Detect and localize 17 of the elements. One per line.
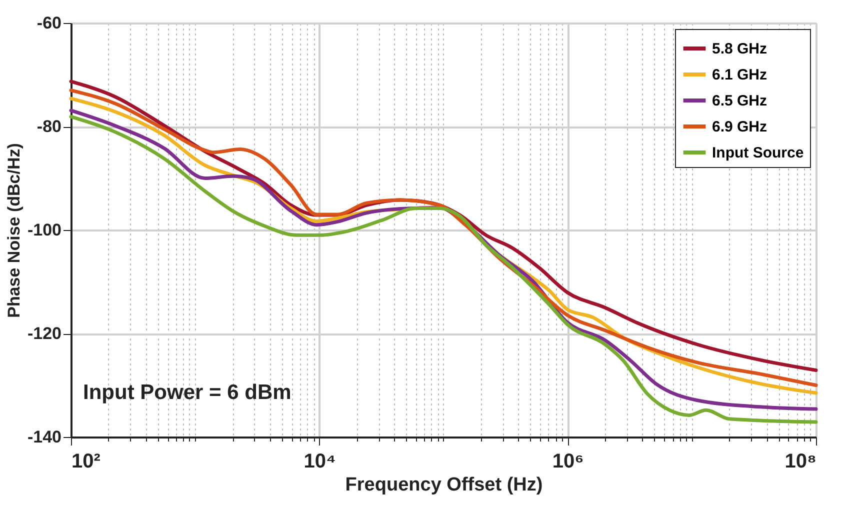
legend-label: 6.1 GHz (712, 66, 768, 84)
y-tick-label: -60 (36, 14, 62, 32)
x-tick-label: 10⁶ (552, 450, 584, 472)
legend-label: Input Source (712, 144, 804, 162)
x-axis-title: Frequency Offset (Hz) (345, 474, 543, 496)
y-tick-label: -120 (27, 324, 62, 343)
y-axis-title: Phase Noise (dBc/Hz) (4, 143, 24, 318)
legend-label: 6.9 GHz (712, 118, 768, 136)
legend-label: 6.5 GHz (712, 92, 768, 110)
x-tick-label: 10² (72, 450, 101, 472)
legend-label: 5.8 GHz (712, 40, 768, 58)
x-tick-label: 10⁴ (304, 450, 336, 472)
annotation: Input Power = 6 dBm (83, 381, 292, 404)
y-tick-label: -100 (27, 220, 62, 240)
y-tick-label: -80 (36, 117, 62, 136)
y-tick-label: -140 (27, 428, 62, 446)
x-tick-label: 10⁸ (784, 450, 816, 472)
